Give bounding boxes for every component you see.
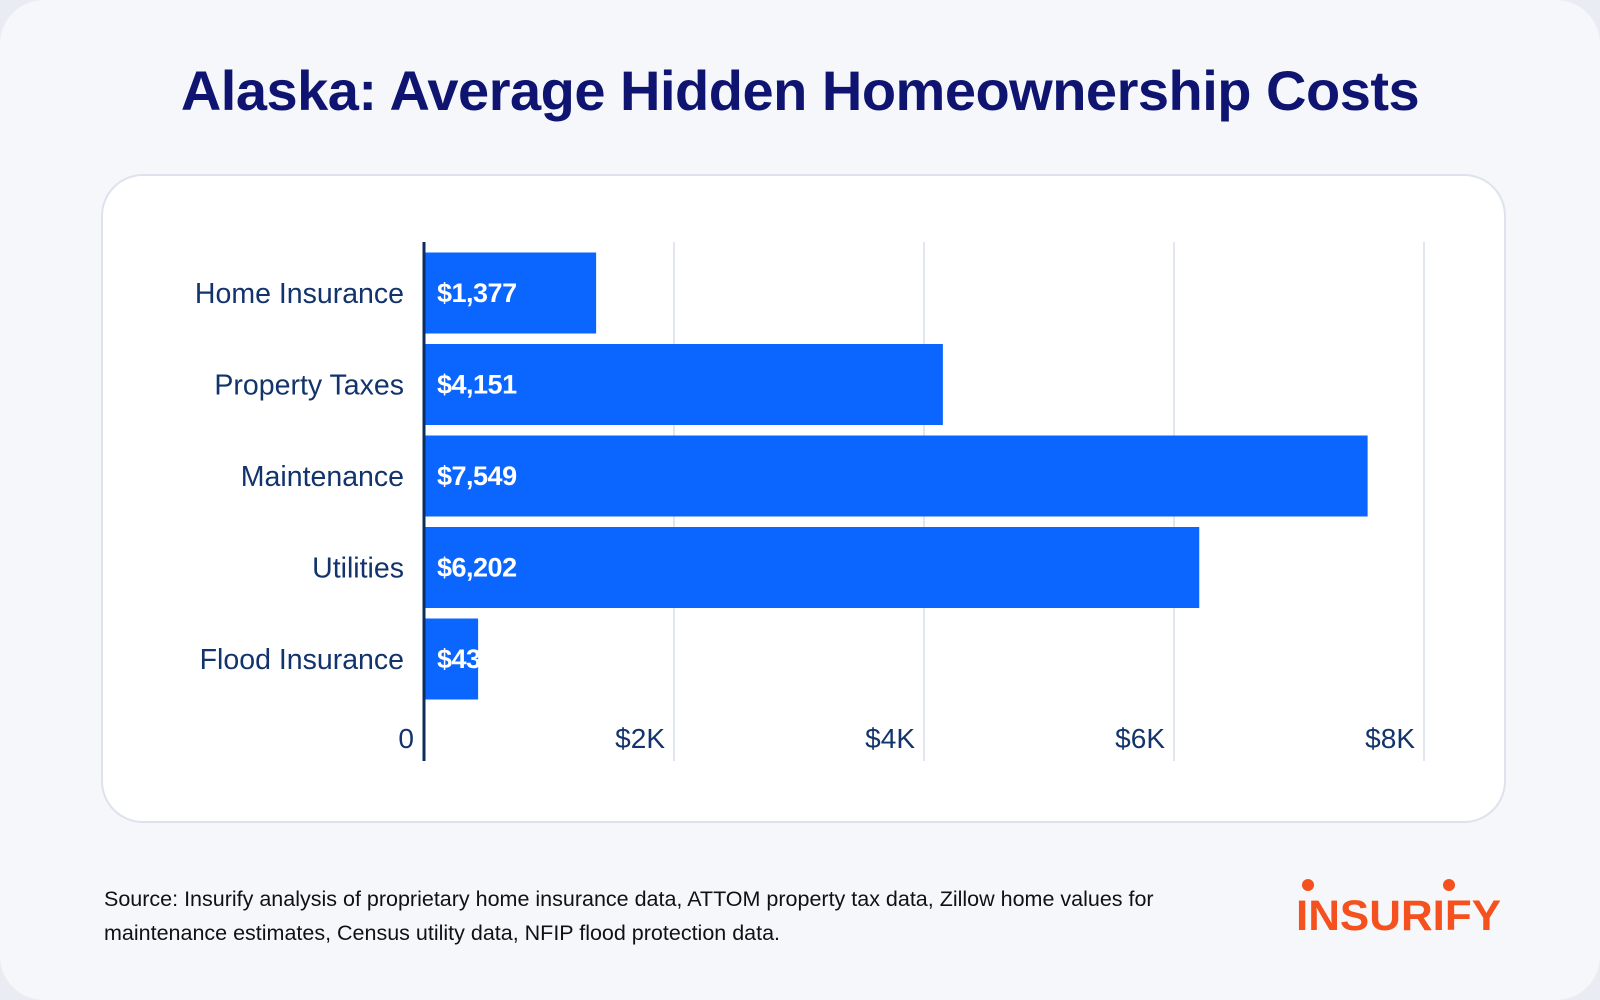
chart-card: $1,377 Home Insurance $4,151 Property Taxes… <box>101 174 1506 823</box>
bar-value-label: $6,202 <box>437 553 517 583</box>
x-tick-label: $8K <box>1365 723 1415 754</box>
category-label: Flood Insurance <box>200 644 404 676</box>
x-tick-label: $4K <box>865 723 915 754</box>
chart-title: Alaska: Average Hidden Homeownership Cos… <box>180 59 1420 122</box>
bar-value-label: $1,377 <box>437 278 517 308</box>
bar <box>424 435 1368 517</box>
category-label: Maintenance <box>241 461 404 493</box>
x-tick-label: $2K <box>615 723 665 754</box>
logo-dot-right <box>1443 879 1455 891</box>
source-note: Source: Insurify analysis of proprietary… <box>104 887 1154 945</box>
bar-value-label: $7,549 <box>437 461 517 491</box>
x-tick-label: 0 <box>398 723 414 754</box>
bar-chart: $1,377 Home Insurance $4,151 Property Taxes… <box>195 242 1425 761</box>
bar <box>424 344 943 425</box>
x-tick-label: $6K <box>1115 723 1165 754</box>
insurify-logo: INSURIFY <box>1296 879 1501 936</box>
logo-wordmark: INSURIFY <box>1296 892 1501 936</box>
category-label: Property Taxes <box>214 370 404 402</box>
bar <box>424 527 1200 608</box>
bar-value-label: $433 <box>437 644 496 674</box>
bar-value-label: $4,151 <box>437 370 517 400</box>
bar <box>424 618 479 700</box>
logo-dot-left <box>1302 879 1314 891</box>
category-label: Utilities <box>312 553 404 585</box>
bar <box>424 252 597 334</box>
category-label: Home Insurance <box>195 278 404 310</box>
